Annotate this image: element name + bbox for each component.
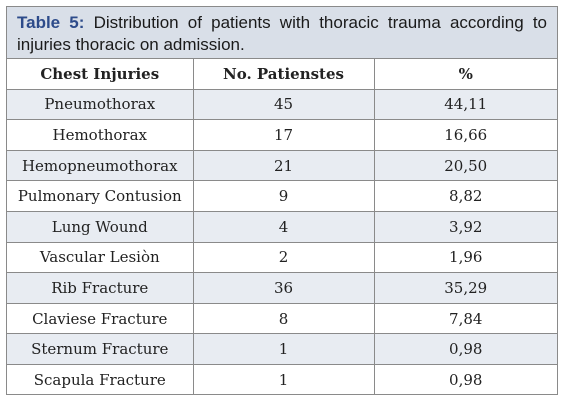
column-header-chest-injuries: Chest Injuries <box>7 59 194 90</box>
cell-patients: 36 <box>192 272 375 304</box>
table-row: Hemothorax 17 16,66 <box>7 119 557 151</box>
cell-percent: 0,98 <box>373 363 557 395</box>
cell-injury: Sternum Fracture <box>7 333 194 365</box>
cell-injury: Scapula Fracture <box>7 363 194 395</box>
table-row: Sternum Fracture 1 0,98 <box>7 333 557 365</box>
cell-patients: 45 <box>192 88 375 121</box>
table-row: Vascular Lesiòn 2 1,96 <box>7 241 557 274</box>
table-caption: Table 5: Distribution of patients with t… <box>7 7 557 59</box>
table-row: Scapula Fracture 1 0,98 <box>7 363 557 395</box>
cell-patients: 2 <box>192 241 375 274</box>
column-header-percent: % <box>373 59 557 90</box>
cell-injury: Vascular Lesiòn <box>7 241 194 274</box>
cell-patients: 1 <box>192 333 375 365</box>
cell-injury: Rib Fracture <box>7 272 194 304</box>
table-caption-text: Distribution of patients with thoracic t… <box>17 13 547 54</box>
cell-patients: 1 <box>192 363 375 395</box>
table-row: Rib Fracture 36 35,29 <box>7 272 557 304</box>
cell-percent: 0,98 <box>373 333 557 365</box>
cell-patients: 9 <box>192 180 375 212</box>
cell-injury: Claviese Fracture <box>7 302 194 335</box>
cell-injury: Pneumothorax <box>7 88 194 121</box>
data-table: Chest Injuries No. Patienstes % Pneumoth… <box>7 59 557 395</box>
cell-patients: 4 <box>192 210 375 243</box>
cell-patients: 8 <box>192 302 375 335</box>
cell-percent: 1,96 <box>373 241 557 274</box>
table-header-row: Chest Injuries No. Patienstes % <box>7 59 557 90</box>
column-header-no-patients: No. Patienstes <box>192 59 375 90</box>
table-row: Hemopneumothorax 21 20,50 <box>7 149 557 182</box>
table-row: Lung Wound 4 3,92 <box>7 210 557 243</box>
cell-percent: 7,84 <box>373 302 557 335</box>
cell-percent: 20,50 <box>373 149 557 182</box>
table-container: Table 5: Distribution of patients with t… <box>6 6 558 395</box>
cell-injury: Pulmonary Contusion <box>7 180 194 212</box>
cell-percent: 35,29 <box>373 272 557 304</box>
cell-percent: 16,66 <box>373 119 557 151</box>
cell-injury: Hemopneumothorax <box>7 149 194 182</box>
cell-patients: 21 <box>192 149 375 182</box>
table-row: Pulmonary Contusion 9 8,82 <box>7 180 557 212</box>
cell-percent: 8,82 <box>373 180 557 212</box>
cell-injury: Hemothorax <box>7 119 194 151</box>
table-row: Pneumothorax 45 44,11 <box>7 88 557 121</box>
table-row: Claviese Fracture 8 7,84 <box>7 302 557 335</box>
cell-percent: 3,92 <box>373 210 557 243</box>
cell-injury: Lung Wound <box>7 210 194 243</box>
cell-patients: 17 <box>192 119 375 151</box>
cell-percent: 44,11 <box>373 88 557 121</box>
table-caption-label: Table 5: <box>17 13 85 32</box>
